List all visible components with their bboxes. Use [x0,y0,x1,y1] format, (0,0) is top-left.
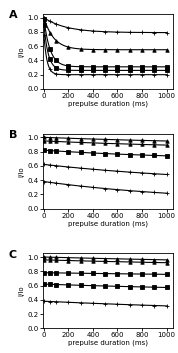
X-axis label: prepulse duration (ms): prepulse duration (ms) [68,101,148,107]
Text: C: C [9,250,17,260]
Y-axis label: I/Io: I/Io [19,286,25,296]
X-axis label: prepulse duration (ms): prepulse duration (ms) [68,220,148,227]
Text: B: B [9,130,17,140]
Y-axis label: I/Io: I/Io [19,46,25,57]
Text: A: A [9,10,18,20]
X-axis label: prepulse duration (ms): prepulse duration (ms) [68,340,148,346]
Y-axis label: I/Io: I/Io [19,166,25,176]
